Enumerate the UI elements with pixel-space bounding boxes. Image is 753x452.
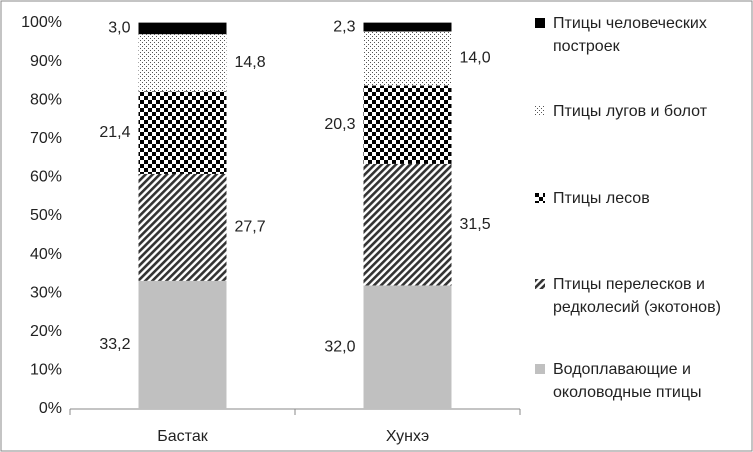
y-tick-label: 40% xyxy=(30,246,62,263)
legend-swatch xyxy=(535,106,545,116)
legend-label: Птицы лесов xyxy=(553,190,650,207)
x-tick-label: Бастак xyxy=(157,428,208,445)
y-tick-label: 70% xyxy=(30,130,62,147)
data-label: 31,5 xyxy=(460,216,491,233)
legend-swatch-fill xyxy=(535,193,545,203)
bar-segment xyxy=(138,34,227,92)
y-tick-label: 80% xyxy=(30,91,62,108)
legend-swatch xyxy=(535,193,545,203)
y-tick-label: 20% xyxy=(30,323,62,340)
data-label: 14,8 xyxy=(235,54,266,71)
bar-segment xyxy=(363,85,452,164)
legend-item: Птицы лесов xyxy=(535,187,740,210)
y-tick-label: 30% xyxy=(30,284,62,301)
bar-segment xyxy=(363,285,452,409)
data-label: 32,0 xyxy=(324,338,355,355)
bar-segment xyxy=(138,173,227,281)
legend-item: Птицы человеческих построек xyxy=(535,12,740,58)
y-tick-label: 100% xyxy=(21,14,62,31)
x-tick-label: Хунхэ xyxy=(386,428,429,445)
legend-swatch xyxy=(535,279,545,289)
legend-swatch-fill xyxy=(535,279,545,289)
bar-segment xyxy=(138,91,227,174)
legend-swatch-fill xyxy=(535,106,545,116)
legend-item: Птицы лугов и болот xyxy=(535,100,740,123)
bar-segment xyxy=(138,280,227,409)
bar-segment xyxy=(363,31,452,86)
legend-label: Птицы человеческих построек xyxy=(553,15,707,55)
legend-label: Птицы перелесков и редколесий (экотонов) xyxy=(553,276,721,316)
y-tick-label: 0% xyxy=(39,400,62,417)
data-label: 21,4 xyxy=(99,124,130,141)
legend-swatch xyxy=(535,18,545,28)
data-label: 14,0 xyxy=(460,50,491,67)
data-label: 3,0 xyxy=(108,20,130,37)
legend-swatch xyxy=(535,364,545,374)
bar-segment xyxy=(363,22,452,32)
data-label: 33,2 xyxy=(99,336,130,353)
legend-item: Птицы перелесков и редколесий (экотонов) xyxy=(535,273,740,319)
y-tick-label: 10% xyxy=(30,362,62,379)
y-tick-label: 50% xyxy=(30,207,62,224)
bar-segment xyxy=(363,163,452,286)
data-label: 2,3 xyxy=(333,18,355,35)
y-tick-label: 90% xyxy=(30,53,62,70)
legend-swatch-fill xyxy=(535,18,545,28)
y-tick-label: 60% xyxy=(30,169,62,186)
legend-label: Птицы лугов и болот xyxy=(553,103,708,120)
data-label: 20,3 xyxy=(324,116,355,133)
legend-swatch-fill xyxy=(535,364,545,374)
legend-item: Водоплавающие и околоводные птицы xyxy=(535,358,740,404)
data-label: 27,7 xyxy=(235,219,266,236)
bar-segment xyxy=(138,22,227,35)
legend-label: Водоплавающие и околоводные птицы xyxy=(553,361,702,401)
